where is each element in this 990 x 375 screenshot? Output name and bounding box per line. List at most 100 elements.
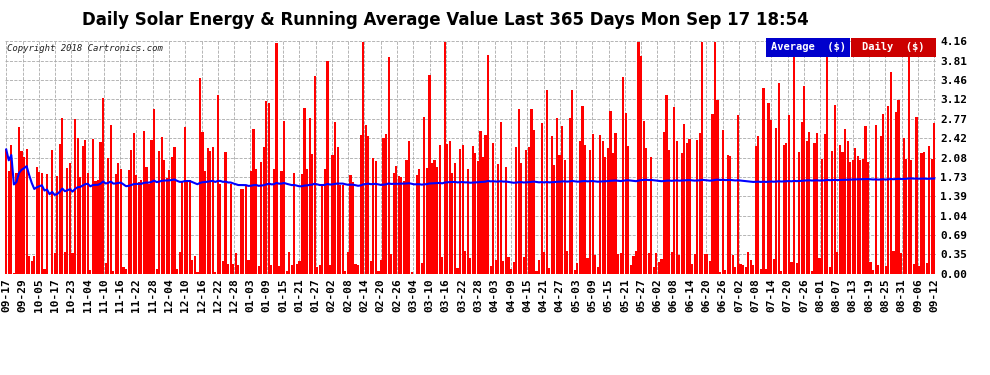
Bar	[872, 270, 874, 274]
Bar	[411, 272, 413, 274]
Bar	[110, 125, 112, 274]
Bar	[105, 263, 107, 274]
Bar	[217, 95, 219, 274]
Bar	[15, 173, 18, 274]
Bar	[834, 105, 836, 274]
Bar	[793, 42, 795, 274]
Bar	[58, 144, 60, 274]
Bar	[222, 261, 224, 274]
Bar	[255, 169, 257, 274]
Bar	[28, 256, 31, 274]
Bar	[46, 174, 49, 274]
Bar	[533, 130, 535, 274]
Bar	[887, 106, 889, 274]
Bar	[354, 264, 356, 274]
Bar	[856, 156, 859, 274]
Bar	[291, 265, 293, 274]
Bar	[418, 169, 421, 274]
Bar	[846, 141, 848, 274]
Bar	[497, 164, 499, 274]
Bar	[783, 145, 785, 274]
Bar	[869, 262, 871, 274]
Bar	[270, 265, 272, 274]
Bar	[843, 129, 846, 274]
Bar	[668, 150, 670, 274]
Bar	[357, 265, 359, 274]
Bar	[431, 163, 433, 274]
Bar	[566, 251, 568, 274]
Bar	[466, 169, 469, 274]
Bar	[821, 159, 823, 274]
Bar	[803, 86, 805, 274]
Bar	[273, 169, 275, 274]
Bar	[811, 272, 813, 274]
Bar	[673, 106, 675, 274]
Bar	[301, 174, 303, 274]
Bar	[351, 182, 354, 274]
Bar	[678, 255, 680, 274]
Bar	[589, 150, 591, 274]
Bar	[382, 138, 385, 274]
Bar	[81, 146, 84, 274]
Bar	[265, 101, 267, 274]
Bar	[867, 162, 869, 274]
Bar	[61, 118, 63, 274]
Bar	[778, 83, 780, 274]
Bar	[364, 125, 367, 274]
Bar	[923, 152, 926, 274]
Bar	[369, 261, 372, 274]
Bar	[505, 167, 507, 274]
Bar	[283, 121, 285, 274]
Bar	[586, 258, 589, 274]
Bar	[92, 139, 94, 274]
Bar	[652, 267, 655, 274]
Bar	[204, 171, 206, 274]
Bar	[842, 152, 843, 274]
Bar	[477, 161, 479, 274]
Bar	[479, 130, 481, 274]
Bar	[576, 263, 578, 274]
Bar	[171, 157, 173, 274]
Bar	[278, 266, 280, 274]
Bar	[607, 148, 609, 274]
Bar	[683, 124, 685, 274]
Bar	[249, 171, 252, 274]
Bar	[814, 143, 816, 274]
Bar	[508, 257, 510, 274]
Bar	[173, 147, 175, 274]
Bar	[439, 146, 441, 274]
Bar	[235, 253, 237, 274]
Bar	[931, 159, 933, 274]
Bar	[829, 267, 831, 274]
Bar	[628, 146, 630, 274]
Bar	[446, 144, 448, 274]
Bar	[191, 260, 193, 274]
Bar	[898, 100, 900, 274]
Bar	[877, 265, 879, 274]
Bar	[482, 157, 484, 274]
Bar	[387, 57, 390, 274]
Bar	[380, 260, 382, 274]
Bar	[752, 266, 754, 274]
Bar	[5, 150, 7, 274]
Bar	[150, 140, 152, 274]
Bar	[643, 122, 644, 274]
Bar	[885, 266, 887, 274]
Bar	[288, 252, 290, 274]
Bar	[385, 134, 387, 274]
Bar	[444, 42, 446, 274]
Bar	[706, 254, 709, 274]
Bar	[890, 72, 892, 274]
Bar	[730, 156, 732, 274]
Bar	[757, 136, 759, 274]
Bar	[599, 135, 601, 274]
Bar	[158, 151, 160, 274]
Bar	[851, 160, 853, 274]
Bar	[160, 137, 162, 274]
Bar	[403, 181, 405, 274]
Bar	[714, 42, 716, 274]
Bar	[819, 258, 821, 274]
Bar	[194, 256, 196, 274]
Bar	[359, 135, 361, 274]
Bar	[839, 145, 842, 274]
